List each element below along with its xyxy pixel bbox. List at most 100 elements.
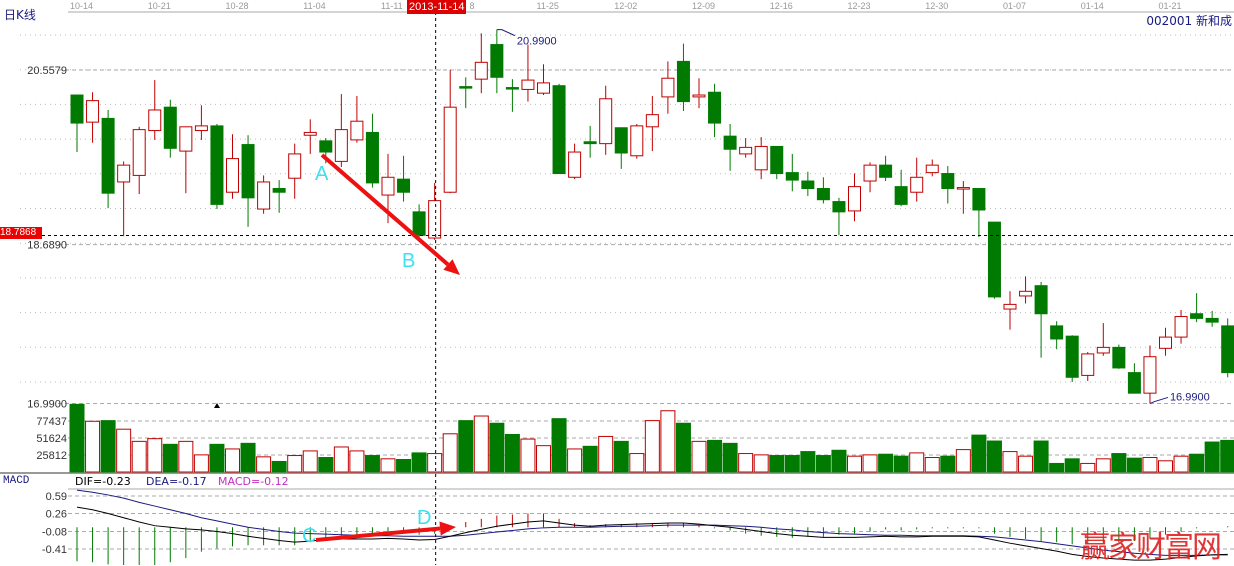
- volume-bar: [240, 442, 256, 473]
- macd-indicator-name[interactable]: MACD: [3, 475, 30, 487]
- candle-down: [785, 172, 799, 181]
- candle-up: [661, 77, 675, 98]
- time-tick-label: 12-23: [848, 1, 871, 11]
- macd-axis-label: -0.41: [42, 544, 67, 556]
- candle-up: [303, 131, 317, 136]
- candle-down: [397, 178, 411, 193]
- candle-up: [630, 125, 644, 157]
- time-tick-label: 11-25: [537, 1, 559, 11]
- volume-bar: [1126, 457, 1142, 473]
- candle-up: [117, 164, 131, 183]
- candle-down: [1190, 313, 1204, 319]
- volume-bar: [722, 442, 738, 473]
- candle-down: [1205, 317, 1219, 323]
- candle-up: [537, 82, 550, 94]
- dif-line: [76, 506, 1228, 561]
- time-tick-label: 12-09: [692, 1, 715, 11]
- candle-up: [1143, 356, 1157, 394]
- volume-bar: [162, 443, 178, 473]
- period-title: 日K线: [4, 8, 36, 22]
- volume-bar: [380, 458, 396, 473]
- candle-down: [70, 94, 84, 124]
- volume-bar: [504, 433, 520, 473]
- volume-bars: [69, 403, 1234, 473]
- volume-axis-label: 77437: [36, 416, 67, 428]
- candle-up: [226, 158, 239, 193]
- volume-bar: [427, 453, 443, 473]
- candle-up: [1081, 353, 1095, 376]
- time-tick-label: 10-28: [226, 1, 249, 11]
- volume-bar: [582, 445, 598, 473]
- high-marker-line: [496, 29, 516, 37]
- candle-down: [1034, 285, 1048, 315]
- candle-down: [1112, 346, 1126, 369]
- volume-bar: [1018, 455, 1034, 473]
- candle-down: [365, 131, 379, 184]
- volume-bar: [473, 415, 489, 473]
- volume-bar: [629, 453, 645, 473]
- volume-bar: [971, 434, 987, 473]
- candle-down: [816, 187, 830, 201]
- candle-down: [723, 135, 737, 150]
- volume-bar: [536, 445, 551, 473]
- volume-bar: [1064, 458, 1080, 473]
- macd-value: MACD=-0.12: [218, 475, 289, 488]
- candle-down: [770, 145, 784, 175]
- volume-axis-label: 51624: [36, 433, 67, 445]
- volume-bar: [333, 446, 349, 473]
- time-tick-label: 01-21: [1159, 1, 1182, 11]
- volume-bar: [707, 439, 723, 473]
- macd-panel: [76, 489, 1229, 565]
- macd-axis-label: -0.08: [42, 527, 67, 539]
- volume-bar: [955, 449, 971, 473]
- time-tick-label: 8: [469, 1, 474, 11]
- candle-down: [319, 140, 333, 153]
- volume-bar: [831, 449, 847, 473]
- overlay: 20.9900 16.9900: [42, 12, 1234, 565]
- volume-bar: [613, 440, 629, 473]
- volume-bar: [225, 448, 240, 473]
- candle-down: [1127, 372, 1141, 394]
- arrow-a-b-head-icon: [443, 259, 460, 275]
- triangle-marker-icon: [214, 403, 220, 408]
- candle-down: [972, 187, 986, 211]
- volume-bar: [147, 438, 163, 473]
- price-axis-label: 20.5579: [27, 65, 67, 77]
- candle-up: [148, 109, 162, 132]
- volume-bar: [924, 457, 940, 473]
- arrow-a-b-shaft: [320, 153, 450, 267]
- candle-down: [459, 86, 473, 89]
- candle-down: [272, 187, 286, 193]
- crosshair-price-tag: 18.7868: [0, 227, 42, 239]
- volume-bar: [784, 455, 800, 473]
- candle-down: [163, 106, 177, 149]
- volume-bar: [815, 455, 831, 473]
- volume-bar: [1080, 462, 1096, 473]
- candle-up: [179, 126, 193, 152]
- candle-down: [1065, 335, 1079, 378]
- candle-up: [568, 151, 582, 178]
- candle-down: [879, 164, 893, 178]
- macd-axis-label: 0.59: [46, 491, 67, 503]
- volume-bar: [567, 448, 583, 473]
- volume-bar: [1142, 457, 1158, 473]
- time-tick-label: 12-16: [770, 1, 793, 11]
- dea-line: [76, 489, 1228, 556]
- candle-down: [505, 87, 519, 90]
- volume-bar: [1111, 453, 1127, 473]
- volume-bar: [1204, 441, 1220, 473]
- candle-up: [863, 164, 877, 182]
- candle-up: [956, 187, 970, 190]
- macd-axis-label: 0.26: [46, 508, 67, 520]
- axis-labels: 10-14 10-21 10-28 11-04 11-11 8 11-25 12-02 12-0…: [27, 1, 1181, 556]
- time-tick-label: 11-04: [303, 1, 325, 11]
- candle-down: [1050, 325, 1064, 340]
- time-tick-label: 01-07: [1003, 1, 1026, 11]
- candle-down: [708, 91, 722, 124]
- volume-bar: [753, 454, 769, 473]
- volume-bar: [411, 452, 427, 473]
- candle-up: [350, 120, 364, 141]
- candle-down: [614, 127, 628, 154]
- volume-bar: [364, 455, 380, 473]
